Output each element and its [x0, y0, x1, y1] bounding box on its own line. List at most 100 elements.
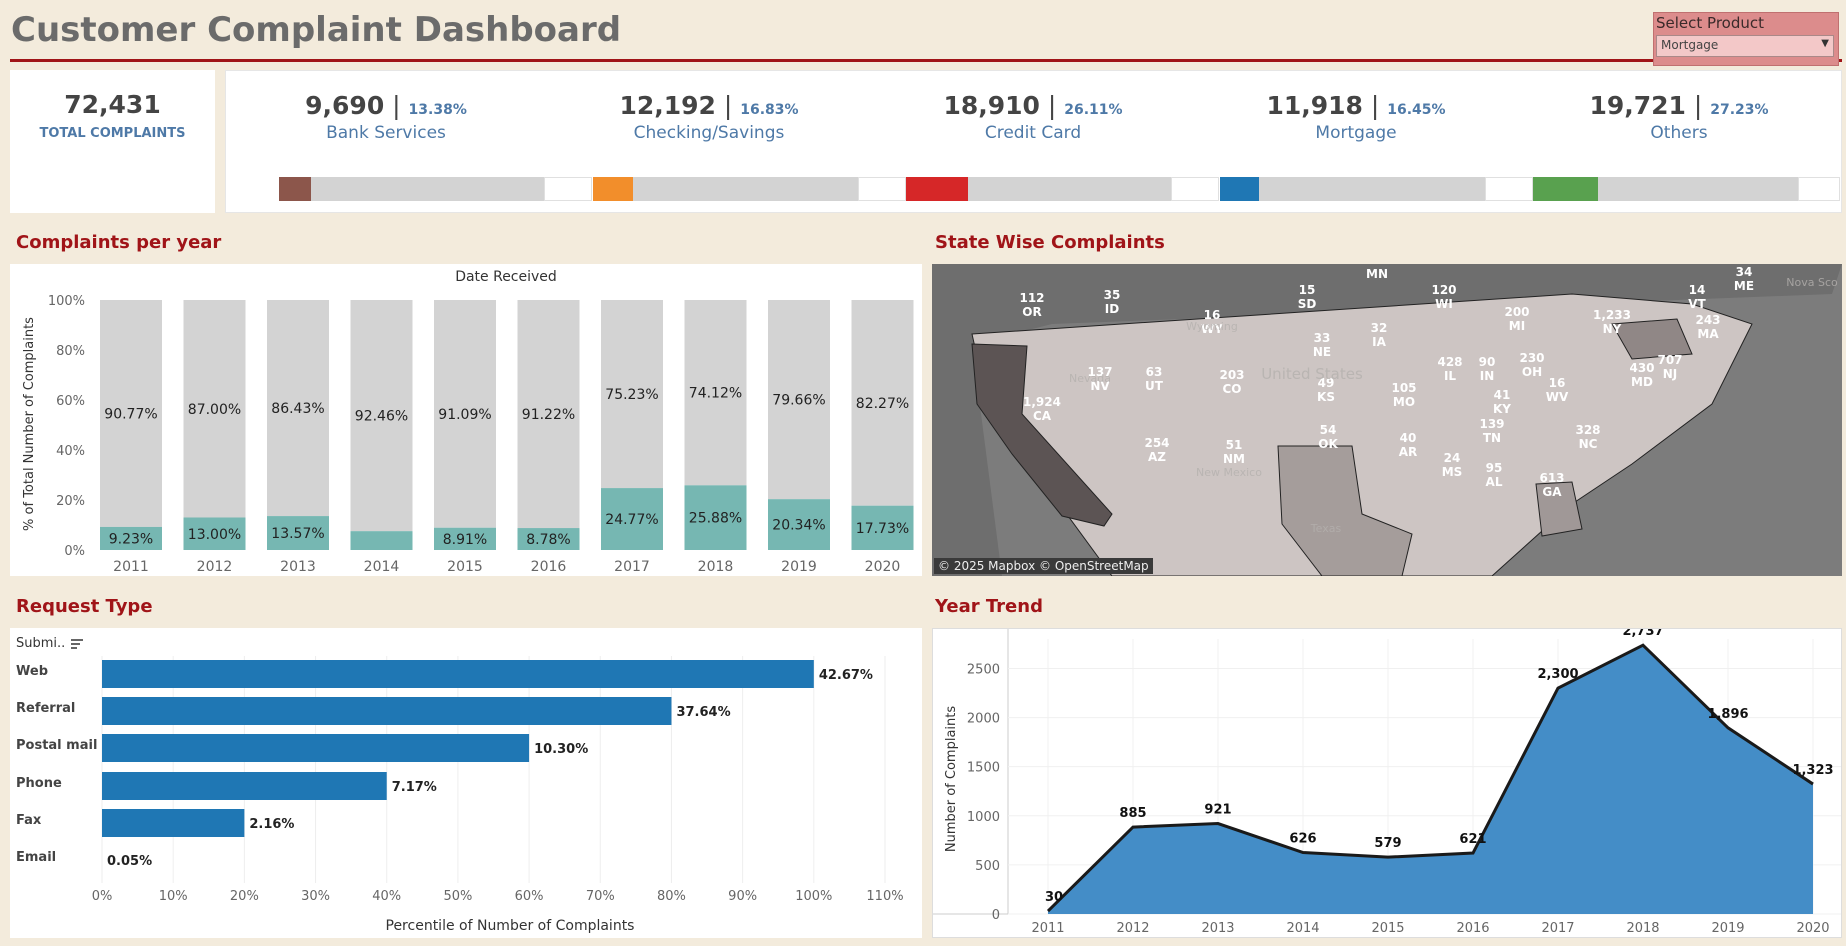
bar-label-postal-mail: 10.30%	[534, 742, 588, 757]
bar-referral	[102, 697, 672, 725]
kpi-label: Credit Card	[984, 123, 1082, 143]
trend-area	[1048, 645, 1813, 914]
state-count-ny: 1,233	[1593, 308, 1631, 322]
per-year-svg: Date Received % of Total Number of Compla…	[22, 269, 914, 575]
state-count-ia: 32	[1371, 321, 1388, 335]
kpi-share-track	[906, 177, 1171, 201]
x-tick-label: 80%	[657, 889, 686, 904]
bar-other-2011	[100, 300, 162, 527]
state-count-ne: 33	[1314, 331, 1331, 345]
map-water	[932, 264, 1842, 576]
map-faint-label: New Mexico	[1196, 466, 1262, 479]
x-tick-label: 90%	[728, 889, 757, 904]
bar-label-referral: 37.64%	[676, 705, 730, 720]
state-abbr-id: ID	[1105, 302, 1119, 316]
header-bar: Customer Complaint Dashboard Select Prod…	[0, 0, 1846, 66]
x-tick-label: 2020	[865, 559, 901, 575]
product-select[interactable]: Mortgage ▼	[1656, 35, 1834, 57]
point-label-2011: 30	[1045, 890, 1063, 905]
map-faint-label: Texas	[1310, 522, 1342, 535]
kpi-percent: 16.83%	[740, 102, 799, 118]
kpi-value: 18,910	[943, 91, 1040, 120]
x-tick-label: 40%	[372, 889, 401, 904]
state-count-ma: 243	[1695, 313, 1720, 327]
x-tick-label: 2019	[1711, 921, 1744, 936]
state-abbr-nm: NM	[1223, 452, 1245, 466]
year-trend-chart: 0 500 1000 1500 2000 2500 Number of Complaints…	[932, 624, 1842, 938]
y-tick-label: 40%	[56, 444, 85, 459]
map-attribution[interactable]: © 2025 Mapbox © OpenStreetMap	[934, 558, 1153, 574]
x-tick-label: 2018	[1626, 921, 1659, 936]
kpi-share-fill	[1533, 177, 1598, 201]
x-tick-label: 2013	[280, 559, 316, 575]
bar-other-2013	[267, 300, 329, 517]
kpi-value: 19,721	[1589, 91, 1686, 120]
bar-other-2014	[350, 300, 413, 532]
product-filter: Select Product Mortgage ▼	[1653, 12, 1839, 66]
state-count-wy: 16	[1204, 308, 1221, 322]
state-map[interactable]: 112 OR 35 ID 16 WY 15 SD MN 120 WI 200 MI 1,233 NY 14 VT…	[932, 264, 1842, 576]
state-abbr-wy: WY	[1201, 322, 1223, 336]
trend-svg: 0 500 1000 1500 2000 2500 Number of Complaints…	[933, 624, 1841, 936]
bar-selected-2013	[267, 516, 329, 550]
y-tick-label: 20%	[56, 494, 85, 509]
label-selected-2015: 8.91%	[443, 532, 487, 548]
x-tick-label: 2012	[1116, 921, 1149, 936]
section-title-request: Request Type	[16, 596, 153, 617]
chevron-down-icon[interactable]: ▼	[1821, 38, 1829, 49]
state-abbr-nv: NV	[1090, 379, 1110, 393]
kpi-label: Mortgage	[1315, 123, 1397, 143]
state-count-ca: 1,924	[1023, 395, 1061, 409]
bar-other-2018	[684, 300, 747, 486]
kpi-share-track	[1533, 177, 1798, 201]
state-count-tn: 139	[1479, 417, 1504, 431]
kpi-share-remainder	[1171, 177, 1219, 201]
kpi-share-track	[1220, 177, 1485, 201]
label-selected-2012: 13.00%	[188, 527, 241, 543]
kpi-percent: 13.38%	[408, 102, 467, 118]
kpi-share-remainder	[1485, 177, 1533, 201]
state-abbr-co: CO	[1222, 382, 1241, 396]
x-tick-label: 2015	[447, 559, 483, 575]
request-svg: Submi.. 0% 10% 20% 30% 40% 50% 60% 70% 80% 90% 100%…	[16, 636, 904, 934]
kpi-separator: |	[1039, 91, 1065, 120]
bar-other-2015	[434, 300, 496, 528]
y-tick-label: 100%	[48, 294, 85, 309]
bar-label-email: 0.05%	[107, 854, 152, 869]
state-count-id: 35	[1104, 288, 1121, 302]
x-tick-label: 20%	[230, 889, 259, 904]
bar-selected-2019	[768, 499, 830, 550]
state-abbr-or: OR	[1022, 305, 1041, 319]
state-count-me: 34	[1736, 265, 1753, 279]
row-label-phone: Phone	[16, 776, 62, 791]
state-count-il: 428	[1437, 355, 1462, 369]
state-abbr-oh: OH	[1522, 365, 1542, 379]
row-label-fax: Fax	[16, 813, 42, 828]
kpi-credit-card: 18,910 | 26.11% Credit Card	[883, 91, 1183, 143]
bar-selected-2011	[100, 526, 162, 550]
section-title-state: State Wise Complaints	[935, 232, 1165, 253]
y-tick-label: 1500	[967, 761, 1000, 776]
state-count-ar: 40	[1400, 431, 1417, 445]
y-axis-label: Number of Complaints	[944, 706, 959, 852]
x-tick-label: 2017	[614, 559, 650, 575]
trend-line	[1046, 643, 1814, 913]
total-complaints-card: 72,431 TOTAL COMPLAINTS	[10, 70, 215, 213]
x-tick-label: 110%	[866, 889, 903, 904]
kpi-share-remainder	[1798, 177, 1840, 201]
bar-selected-2016	[517, 528, 580, 550]
y-tick-label: 60%	[56, 394, 85, 409]
label-other-2012: 87.00%	[188, 402, 241, 418]
section-title-trend: Year Trend	[935, 596, 1043, 617]
state-count-ok: 54	[1320, 423, 1337, 437]
state-count-az: 254	[1144, 436, 1169, 450]
page-title: Customer Complaint Dashboard	[11, 10, 622, 50]
label-other-2013: 86.43%	[271, 401, 324, 417]
state-count-md: 430	[1629, 361, 1654, 375]
state-count-ut: 63	[1146, 365, 1163, 379]
bar-web	[102, 660, 814, 688]
state-abbr-az: AZ	[1148, 450, 1166, 464]
request-header: Submi..	[16, 636, 65, 651]
bar-other-2020	[851, 300, 914, 506]
row-label-referral: Referral	[16, 701, 75, 716]
